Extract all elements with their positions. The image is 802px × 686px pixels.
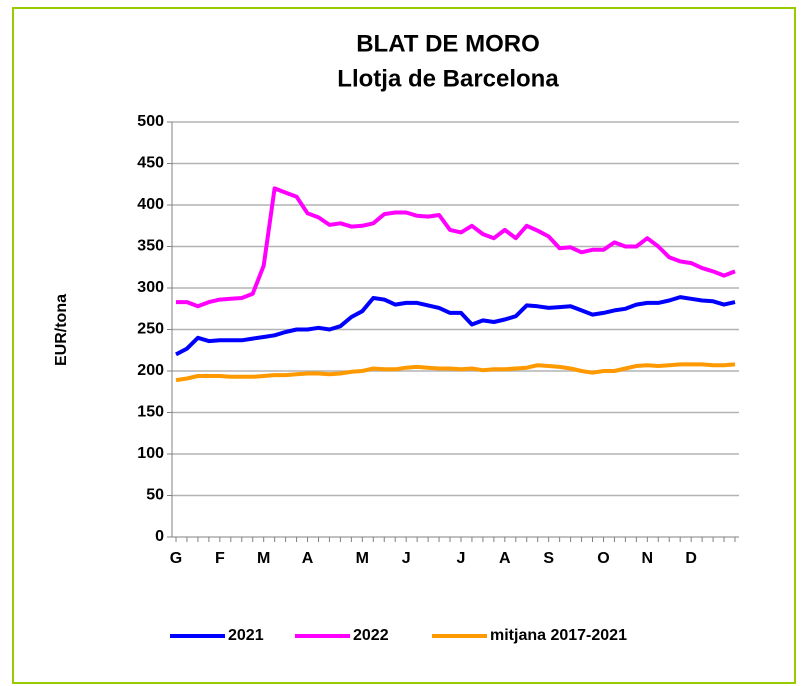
x-tick-label: G (170, 550, 182, 567)
x-tick-label: M (257, 550, 270, 567)
x-tick-label: M (356, 550, 369, 567)
x-tick-label: F (215, 550, 225, 567)
y-tick-label: 500 (137, 113, 164, 130)
x-tick-label: A (302, 550, 314, 567)
series-line (176, 186, 736, 309)
y-tick-label: 100 (137, 445, 164, 462)
chart-title: BLAT DE MORO (356, 30, 540, 57)
y-tick-label: 400 (137, 196, 164, 213)
x-tick-label: J (402, 550, 411, 567)
y-tick-label: 450 (137, 155, 164, 172)
y-tick-label: 50 (146, 487, 164, 504)
y-tick-label: 0 (155, 528, 164, 545)
y-tick-label: 250 (137, 321, 164, 338)
chart-frame (12, 7, 796, 684)
legend-label: 2021 (228, 627, 264, 644)
x-tick-label: S (543, 550, 554, 567)
y-tick-label: 200 (137, 362, 164, 379)
y-tick-label: 300 (137, 279, 164, 296)
series-line (175, 295, 736, 357)
x-tick-label: O (597, 550, 609, 567)
legend-label: 2022 (353, 627, 389, 644)
x-tick-label: A (499, 550, 511, 567)
x-tick-label: J (457, 550, 466, 567)
x-tick-label: D (685, 550, 697, 567)
chart-subtitle: Llotja de Barcelona (337, 65, 559, 92)
y-tick-label: 150 (137, 404, 164, 421)
series-line (175, 362, 736, 383)
legend-label: mitjana 2017-2021 (490, 627, 627, 644)
y-tick-label: 350 (137, 238, 164, 255)
y-axis-label: EUR/tona (53, 294, 70, 366)
x-tick-label: N (642, 550, 654, 567)
